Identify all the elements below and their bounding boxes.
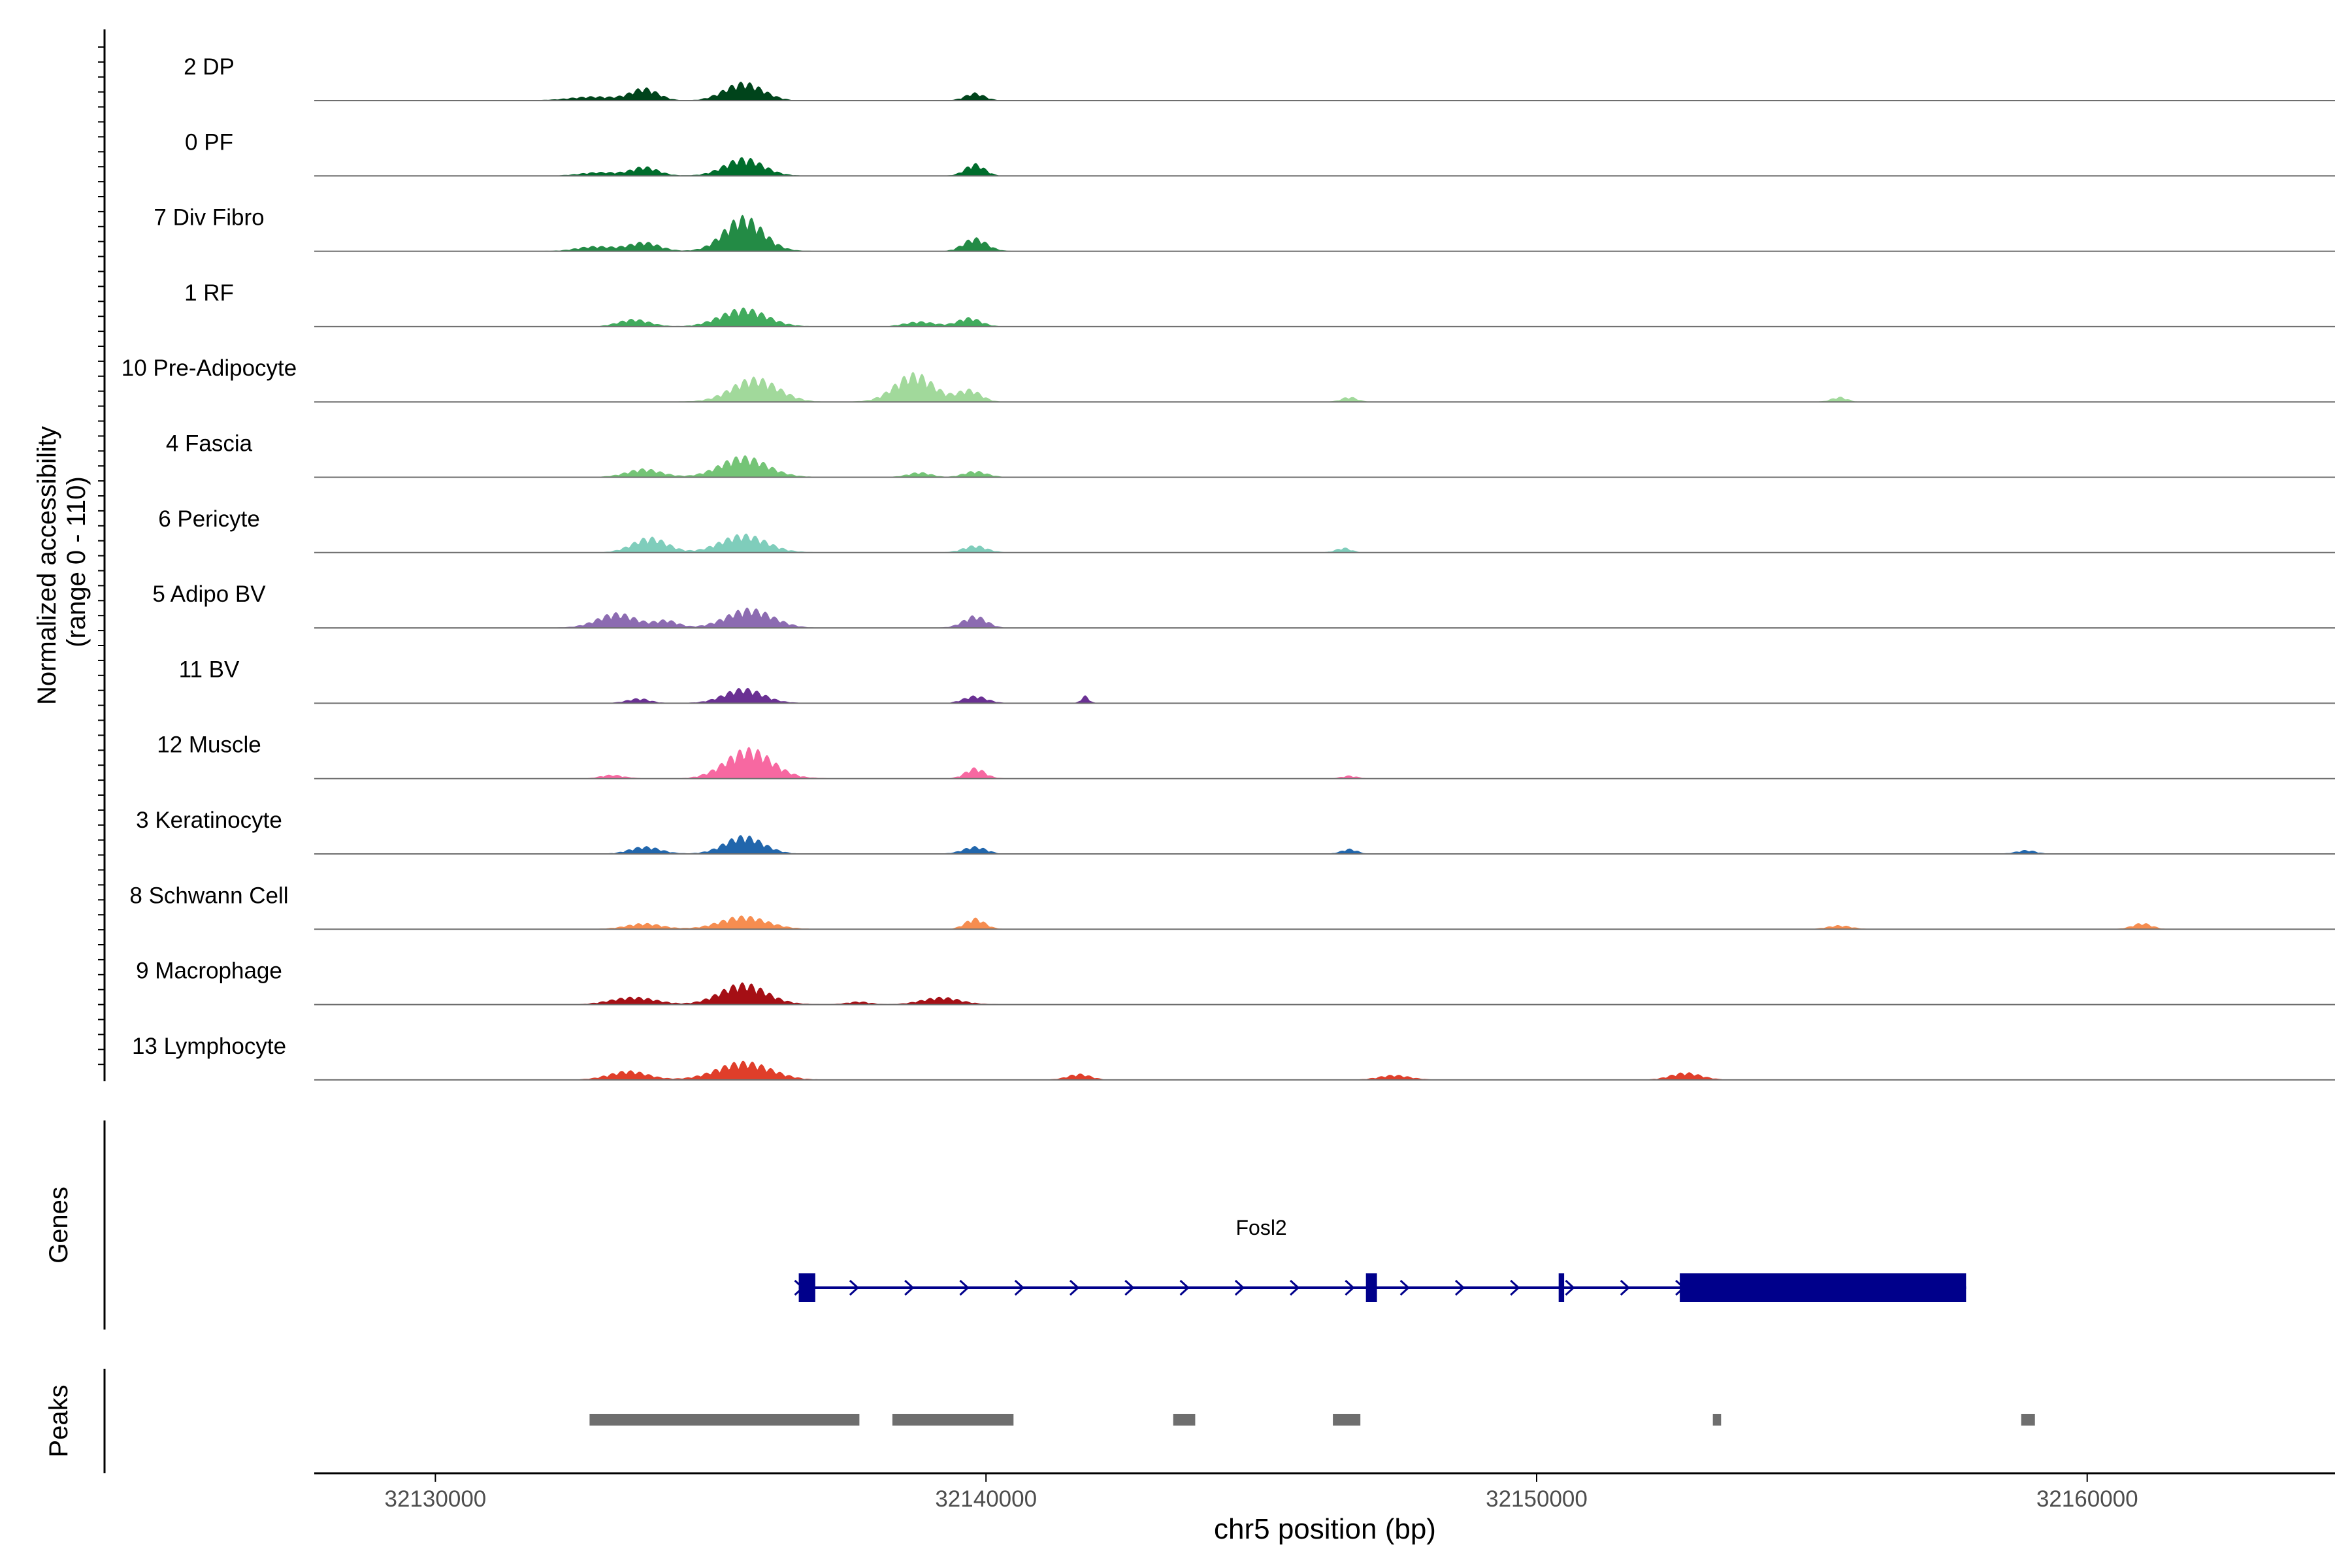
track-label: 3 Keratinocyte bbox=[136, 808, 282, 833]
coverage-area bbox=[314, 82, 2335, 101]
track-4: 1 RF bbox=[184, 280, 2335, 327]
track-label: 10 Pre-Adipocyte bbox=[122, 355, 297, 381]
track-label: 9 Macrophage bbox=[136, 958, 282, 984]
strand-arrow bbox=[1069, 1279, 1080, 1296]
gene-exon bbox=[798, 1273, 815, 1302]
strand-arrow bbox=[1620, 1279, 1631, 1296]
strand-arrow bbox=[1454, 1279, 1465, 1296]
strand-arrow bbox=[1124, 1279, 1135, 1296]
coverage-area bbox=[314, 214, 2335, 252]
x-tick-label: 32150000 bbox=[1486, 1486, 1588, 1512]
peak-region bbox=[1173, 1414, 1196, 1426]
coverage-area bbox=[314, 687, 2335, 704]
strand-arrow bbox=[959, 1279, 970, 1296]
track-5: 10 Pre-Adipocyte bbox=[122, 355, 2335, 403]
coverage-y-label-line1: Normalized accessibility bbox=[33, 426, 61, 705]
strand-arrow bbox=[904, 1279, 915, 1296]
strand-arrow bbox=[1290, 1279, 1300, 1296]
coverage-area bbox=[314, 455, 2335, 478]
coverage-area bbox=[314, 982, 2335, 1005]
strand-arrow bbox=[849, 1279, 860, 1296]
x-axis-label: chr5 position (bp) bbox=[1214, 1513, 1436, 1545]
coverage-area bbox=[314, 307, 2335, 327]
strand-arrow bbox=[1565, 1279, 1575, 1296]
x-tick-label: 32130000 bbox=[385, 1486, 487, 1512]
strand-arrow bbox=[1510, 1279, 1520, 1296]
peak-region bbox=[1333, 1414, 1361, 1426]
track-label: 7 Div Fibro bbox=[154, 205, 264, 231]
track-8: 5 Adipo BV bbox=[152, 581, 2335, 629]
gene-exon bbox=[1365, 1273, 1377, 1302]
track-10: 12 Muscle bbox=[157, 732, 2335, 779]
strand-arrow bbox=[1014, 1279, 1025, 1296]
track-7: 6 Pericyte bbox=[158, 506, 2335, 553]
gene-track: Fosl2 bbox=[794, 1216, 1967, 1302]
track-14: 13 Lymphocyte bbox=[132, 1034, 2335, 1081]
coverage-y-ticks bbox=[98, 46, 105, 1066]
genes-label: Genes bbox=[44, 1186, 73, 1264]
strand-arrow bbox=[1179, 1279, 1190, 1296]
track-label: 12 Muscle bbox=[157, 732, 261, 758]
coverage-area bbox=[314, 157, 2335, 176]
strand-arrow bbox=[1234, 1279, 1245, 1296]
track-11: 3 Keratinocyte bbox=[136, 808, 2335, 855]
track-label: 5 Adipo BV bbox=[152, 581, 266, 607]
track-13: 9 Macrophage bbox=[136, 958, 2335, 1005]
track-1: 2 DP bbox=[184, 54, 2335, 101]
coverage-area bbox=[314, 372, 2335, 402]
coverage-tracks: 2 DP 0 PF 7 Div Fibro 1 RF 10 Pre-Adipocyte 4… bbox=[122, 54, 2335, 1081]
track-2: 0 PF bbox=[185, 129, 2335, 177]
track-label: 6 Pericyte bbox=[158, 506, 260, 532]
peak-regions bbox=[589, 1414, 2035, 1426]
track-label: 2 DP bbox=[184, 54, 235, 80]
x-tick-label: 32160000 bbox=[2036, 1486, 2138, 1512]
gene-exon bbox=[1558, 1273, 1565, 1302]
peaks-label: Peaks bbox=[44, 1384, 73, 1457]
coverage-area bbox=[314, 533, 2335, 553]
strand-arrow bbox=[1345, 1279, 1355, 1296]
coverage-y-label-line2: (range 0 - 110) bbox=[62, 476, 91, 647]
peak-region bbox=[892, 1414, 1014, 1426]
peak-region bbox=[2021, 1414, 2035, 1426]
strand-arrow bbox=[1399, 1279, 1410, 1296]
coverage-area bbox=[314, 1060, 2335, 1080]
track-label: 1 RF bbox=[184, 280, 234, 306]
coverage-area bbox=[314, 915, 2335, 930]
track-label: 8 Schwann Cell bbox=[129, 883, 288, 908]
coverage-y-label: Normalized accessibility (range 0 - 110) bbox=[33, 419, 91, 705]
gene-exon bbox=[1680, 1273, 1967, 1302]
track-9: 11 BV bbox=[179, 657, 2335, 704]
track-label: 0 PF bbox=[185, 129, 233, 155]
track-12: 8 Schwann Cell bbox=[129, 883, 2335, 930]
x-tick-label: 32140000 bbox=[935, 1486, 1037, 1512]
coverage-area bbox=[314, 608, 2335, 629]
peak-region bbox=[589, 1414, 860, 1426]
coverage-area bbox=[314, 747, 2335, 779]
track-6: 4 Fascia bbox=[166, 431, 2335, 478]
track-label: 4 Fascia bbox=[166, 431, 253, 457]
gene-name: Fosl2 bbox=[1235, 1216, 1286, 1239]
track-label: 11 BV bbox=[179, 657, 240, 682]
peak-region bbox=[1712, 1414, 1722, 1426]
coverage-area bbox=[314, 835, 2335, 854]
x-axis-ticks: 32130000 32140000 32150000 32160000 bbox=[385, 1473, 2138, 1512]
track-3: 7 Div Fibro bbox=[154, 205, 2335, 252]
track-label: 13 Lymphocyte bbox=[132, 1034, 286, 1059]
